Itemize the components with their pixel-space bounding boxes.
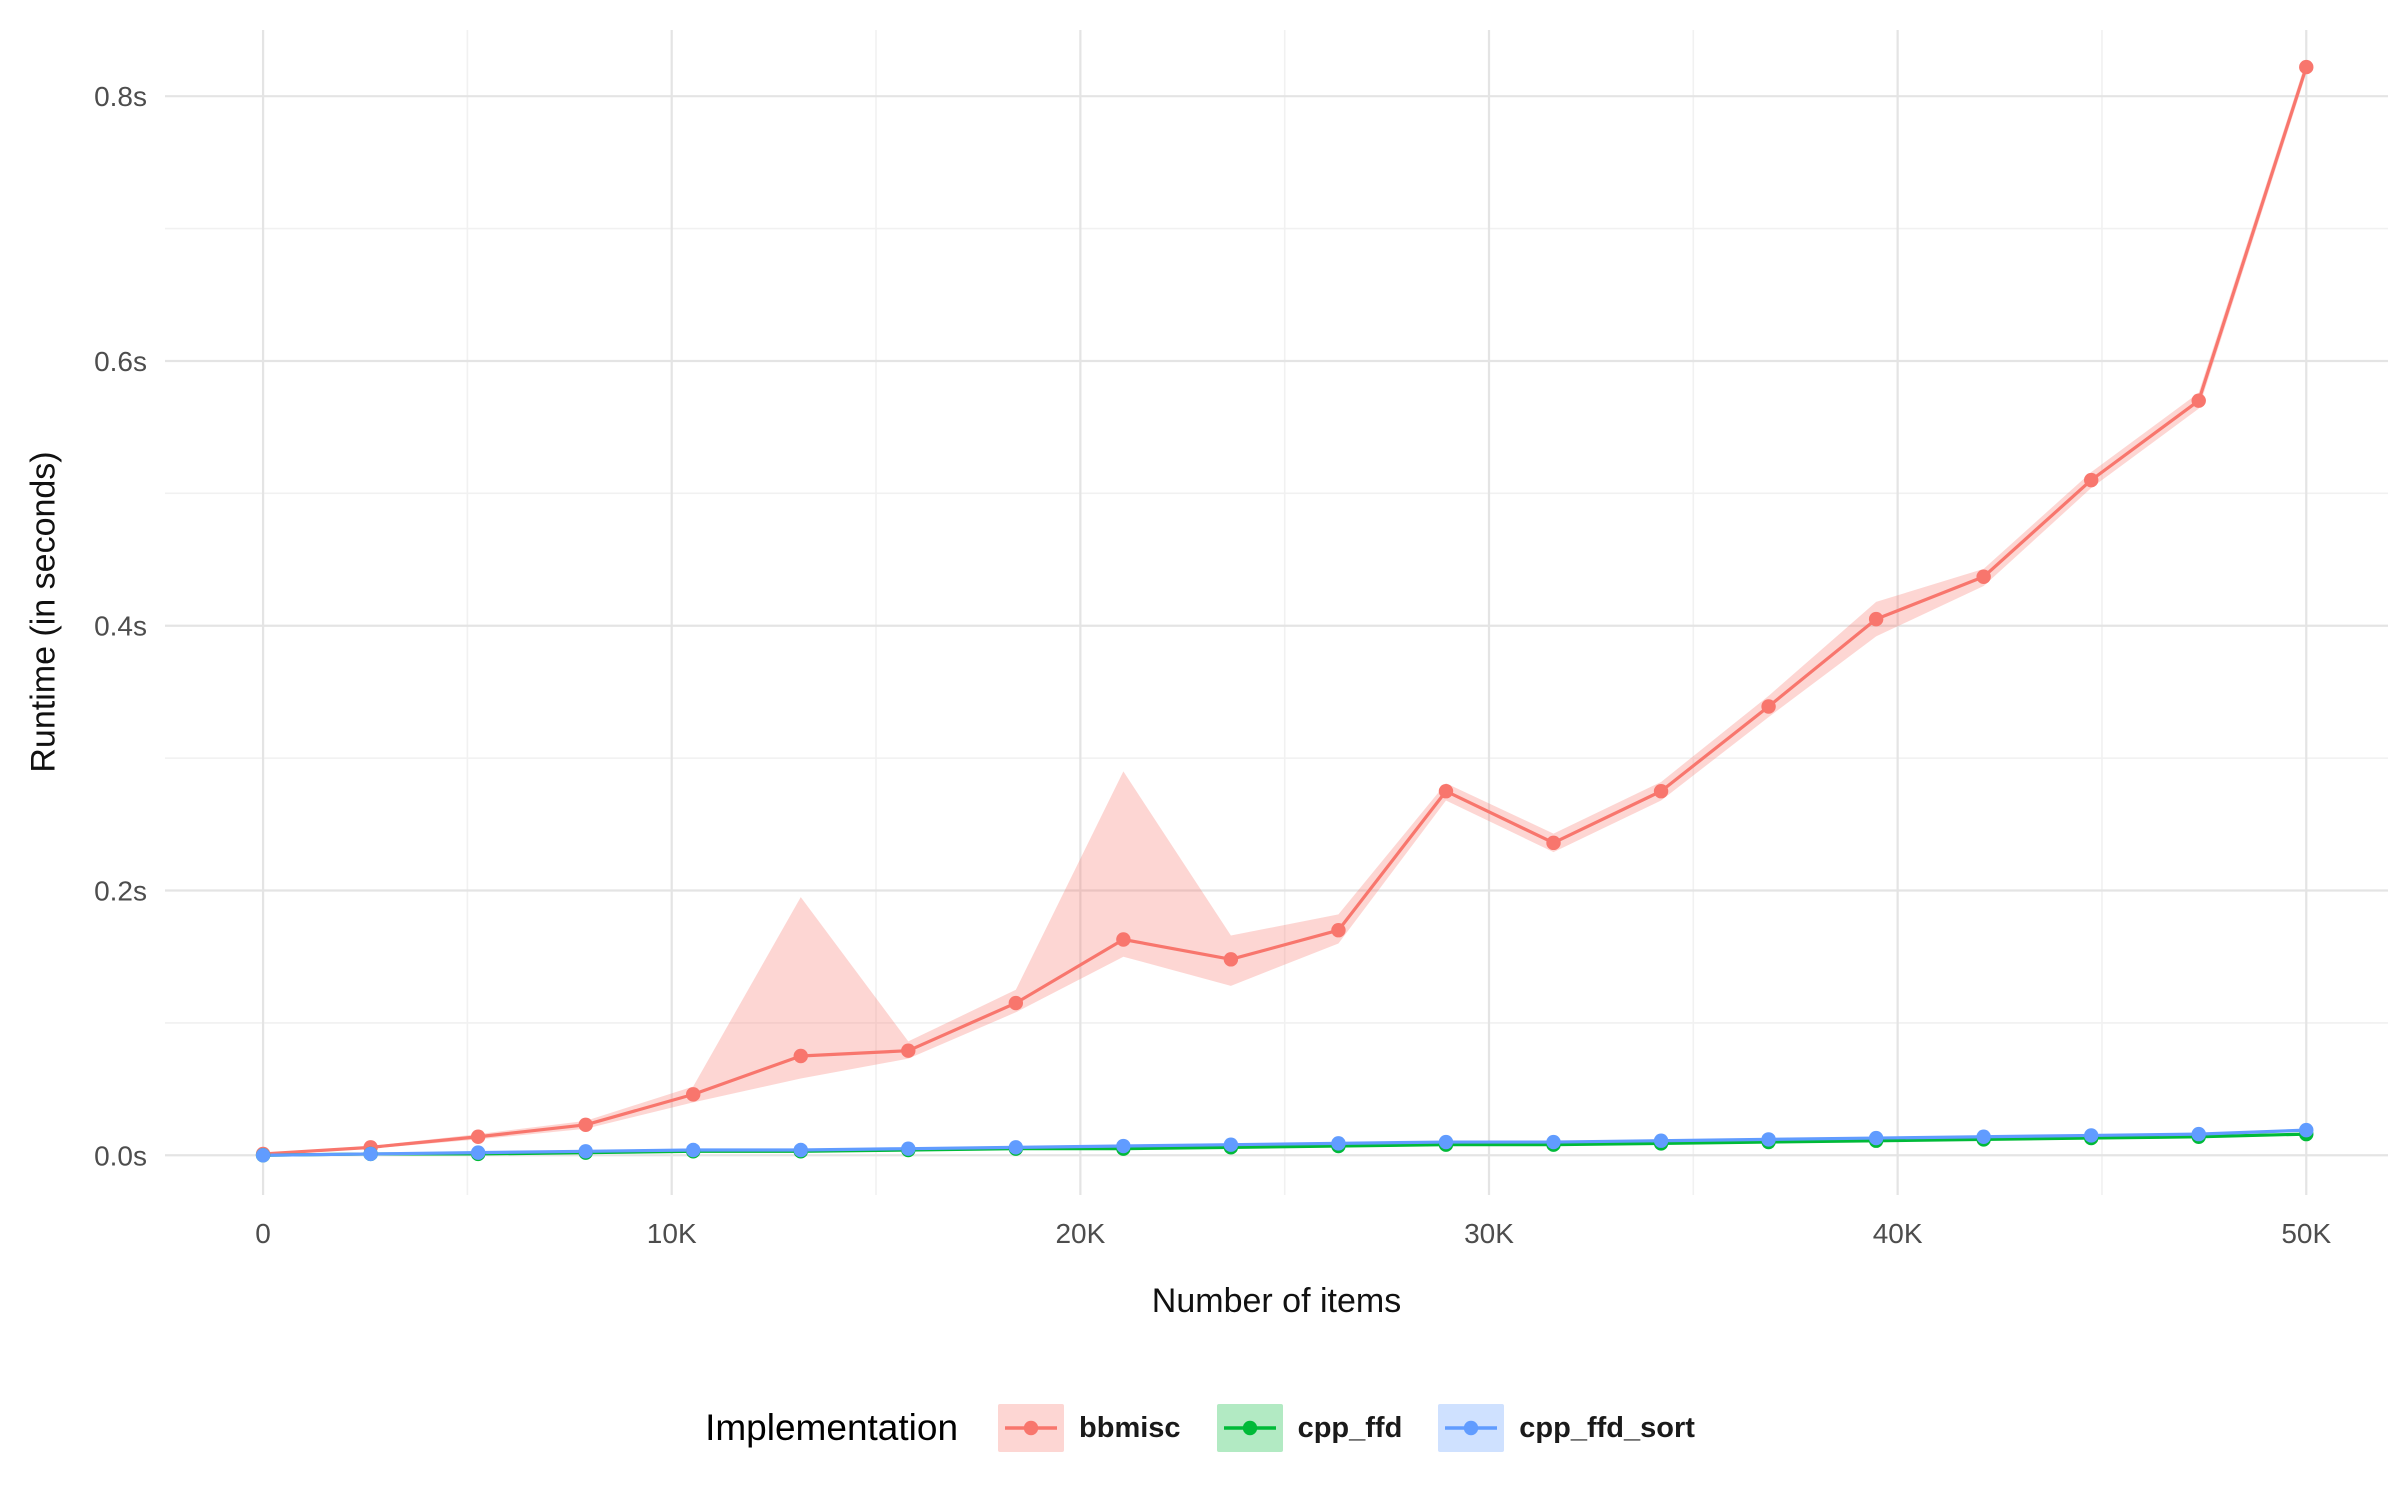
svg-text:40K: 40K — [1873, 1218, 1923, 1249]
legend: Implementation bbmisc cpp_ffd c — [0, 1404, 2400, 1452]
svg-text:20K: 20K — [1055, 1218, 1105, 1249]
svg-text:0: 0 — [255, 1218, 271, 1249]
legend-item-cpp-ffd-sort: cpp_ffd_sort — [1438, 1404, 1695, 1452]
legend-label: cpp_ffd_sort — [1519, 1411, 1695, 1444]
svg-text:0.4s: 0.4s — [94, 611, 147, 642]
y-axis-title: Runtime (in seconds) — [24, 451, 63, 773]
grid-minor — [165, 30, 2388, 1195]
legend-label: cpp_ffd — [1297, 1411, 1403, 1444]
legend-label: bbmisc — [1079, 1411, 1181, 1444]
svg-text:30K: 30K — [1464, 1218, 1514, 1249]
points-cpp_ffd_sort — [255, 1122, 2314, 1163]
svg-text:0.8s: 0.8s — [94, 81, 147, 112]
y-tick-labels: 0.0s 0.2s 0.4s 0.6s 0.8s — [94, 81, 147, 1171]
line-cpp_ffd_sort — [261, 1128, 2308, 1157]
legend-key-swatch-icon — [1438, 1404, 1505, 1452]
svg-text:10K: 10K — [647, 1218, 697, 1249]
ribbon-bbmisc — [263, 60, 2307, 1154]
legend-key-swatch-icon — [1216, 1404, 1283, 1452]
x-tick-labels: 0 10K 20K 30K 40K 50K — [255, 1218, 2331, 1249]
svg-text:0.6s: 0.6s — [94, 346, 147, 377]
legend-key-swatch-icon — [998, 1404, 1065, 1452]
x-axis-title: Number of items — [1151, 1282, 1402, 1320]
svg-text:0.0s: 0.0s — [94, 1140, 147, 1171]
svg-text:0.2s: 0.2s — [94, 876, 147, 907]
svg-text:50K: 50K — [2281, 1218, 2331, 1249]
legend-item-bbmisc: bbmisc — [998, 1404, 1181, 1452]
line-bbmisc — [261, 65, 2308, 1156]
legend-title: Implementation — [705, 1407, 959, 1448]
grid-major — [165, 30, 2388, 1195]
legend-item-cpp-ffd: cpp_ffd — [1216, 1404, 1403, 1452]
